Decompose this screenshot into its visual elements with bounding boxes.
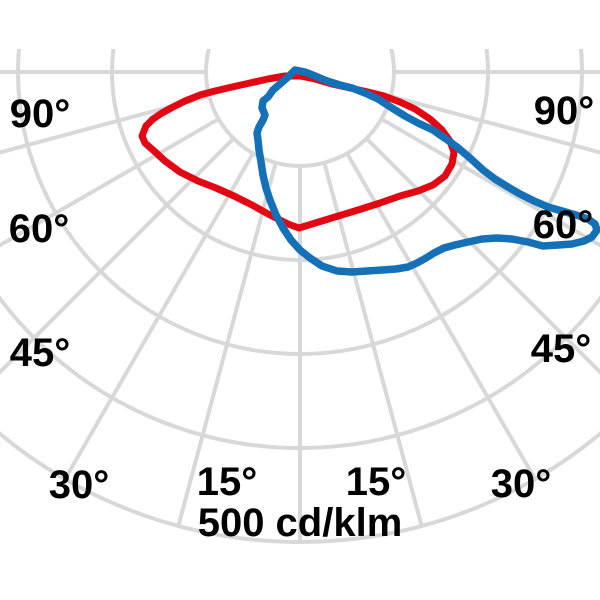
grid-ray-45deg: [365, 137, 600, 375]
blue-intensity-curve: [253, 66, 600, 276]
grid-ray--75deg: [0, 94, 210, 155]
grid-ray--30deg: [63, 152, 255, 481]
angle-label-right-60: 60°: [533, 203, 594, 247]
angle-label-left-15: 15°: [197, 460, 258, 504]
angle-labels: 90° 90° 60° 60° 45° 45° 30° 30° 15° 15°: [9, 89, 595, 507]
grid-ray--45deg: [0, 137, 235, 375]
polar-grid: [0, 49, 600, 544]
angle-label-left-90: 90°: [10, 92, 71, 136]
angle-label-right-45: 45°: [531, 327, 592, 371]
grid-ray-75deg: [390, 94, 600, 155]
grid-ray-60deg: [380, 117, 600, 248]
angle-label-left-45: 45°: [10, 331, 71, 375]
angle-label-left-60: 60°: [9, 207, 70, 251]
grid-ray-30deg: [345, 152, 537, 481]
angle-label-left-30: 30°: [49, 463, 110, 507]
angle-label-right-15: 15°: [346, 460, 407, 504]
angle-label-right-30: 30°: [491, 462, 552, 506]
grid-ray--15deg: [176, 162, 278, 527]
grid-ray-15deg: [322, 162, 424, 527]
radial-scale-label: 500 cd/klm: [198, 501, 403, 545]
intensity-curves: [138, 66, 600, 276]
grid-ray--60deg: [0, 117, 220, 248]
angle-label-right-90: 90°: [534, 89, 595, 133]
